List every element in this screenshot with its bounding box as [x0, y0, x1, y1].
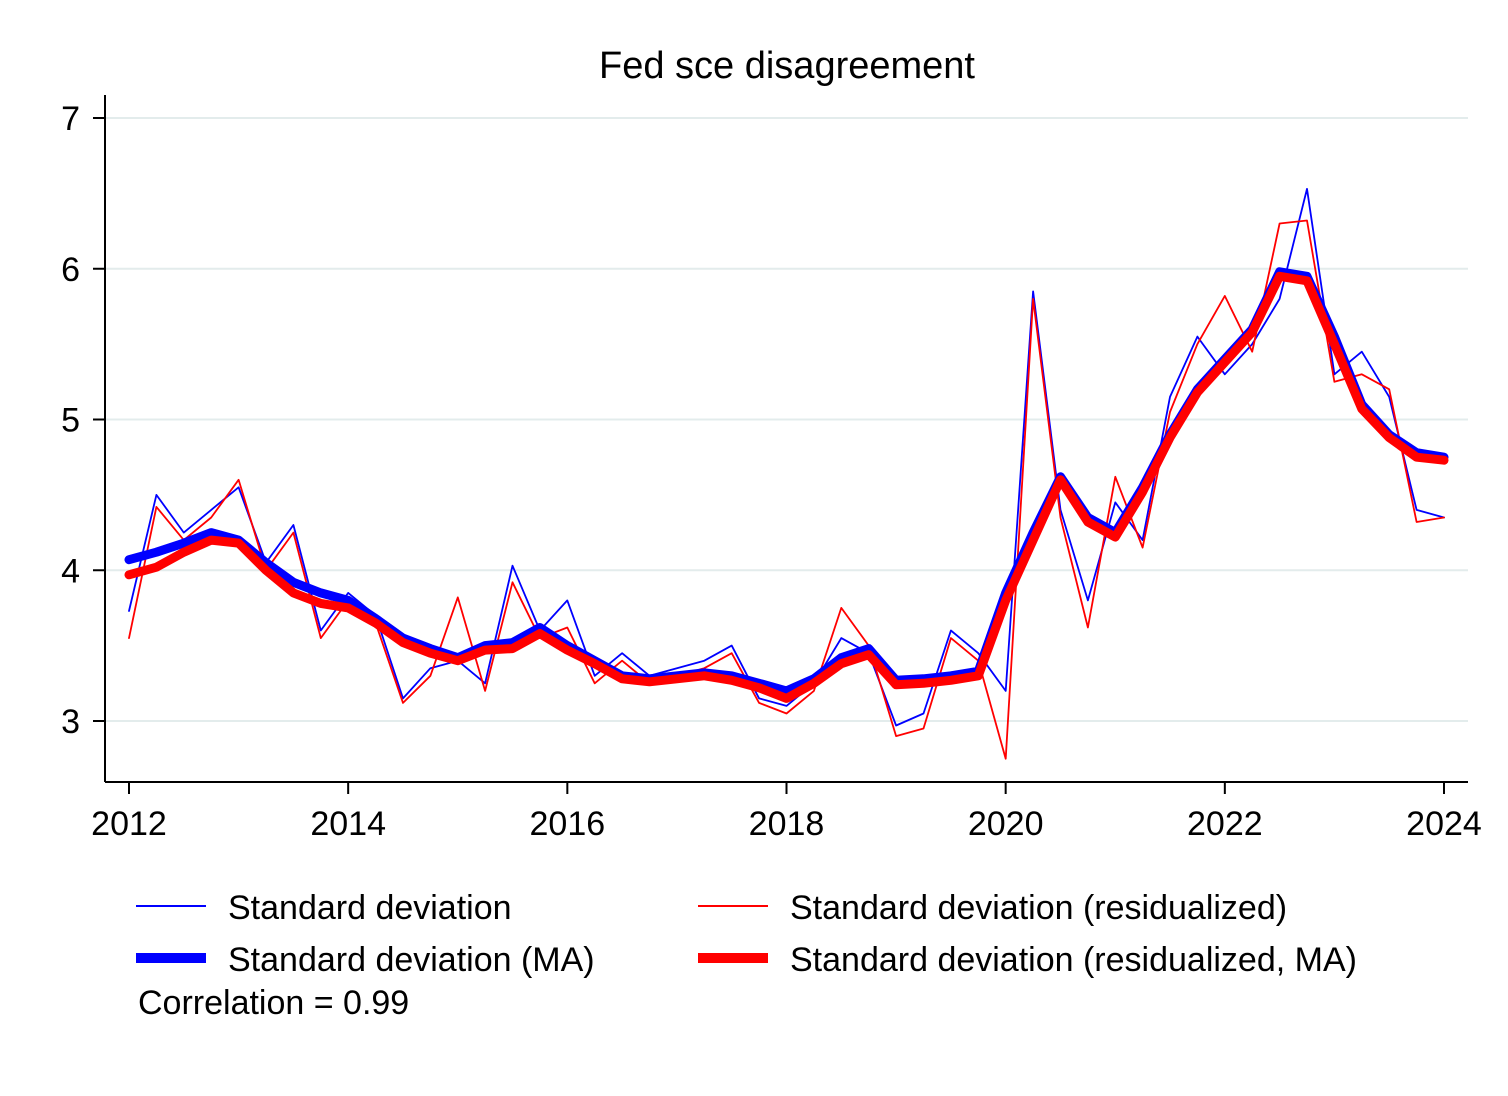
legend-label-sd-ma: Standard deviation (MA)	[228, 941, 595, 979]
x-tick-label-2020: 2020	[968, 805, 1044, 843]
legend-label-sd: Standard deviation	[228, 889, 512, 927]
y-tick-label-5: 5	[61, 402, 80, 440]
x-tick-label-2022: 2022	[1187, 805, 1263, 843]
x-axis-ticks: 2012 2014 2016 2018 2020 2022 2024	[91, 782, 1482, 843]
x-tick-label-2016: 2016	[530, 805, 606, 843]
axes	[104, 95, 1468, 783]
correlation-annotation: Correlation = 0.99	[138, 984, 409, 1022]
x-tick-label-2024: 2024	[1406, 805, 1482, 843]
y-tick-label-3: 3	[61, 703, 80, 741]
chart-title: Fed sce disagreement	[599, 45, 975, 87]
y-tick-label-7: 7	[61, 100, 80, 138]
legend-label-sd-resid: Standard deviation (residualized)	[790, 889, 1287, 927]
y-tick-label-4: 4	[61, 552, 80, 590]
series-line-0	[128, 187, 1445, 727]
x-tick-label-2012: 2012	[91, 805, 167, 843]
series-lines	[124, 187, 1449, 760]
series-line-3	[124, 271, 1449, 703]
grid-lines	[105, 117, 1468, 722]
x-tick-label-2018: 2018	[749, 805, 825, 843]
y-tick-label-6: 6	[61, 251, 80, 289]
series-line-1	[128, 219, 1445, 760]
legend-label-sd-resid-ma: Standard deviation (residualized, MA)	[790, 941, 1357, 979]
legend: Standard deviation Standard deviation (r…	[136, 889, 1357, 1022]
y-axis-ticks: 3 4 5 6 7	[61, 100, 105, 741]
x-tick-label-2014: 2014	[310, 805, 386, 843]
